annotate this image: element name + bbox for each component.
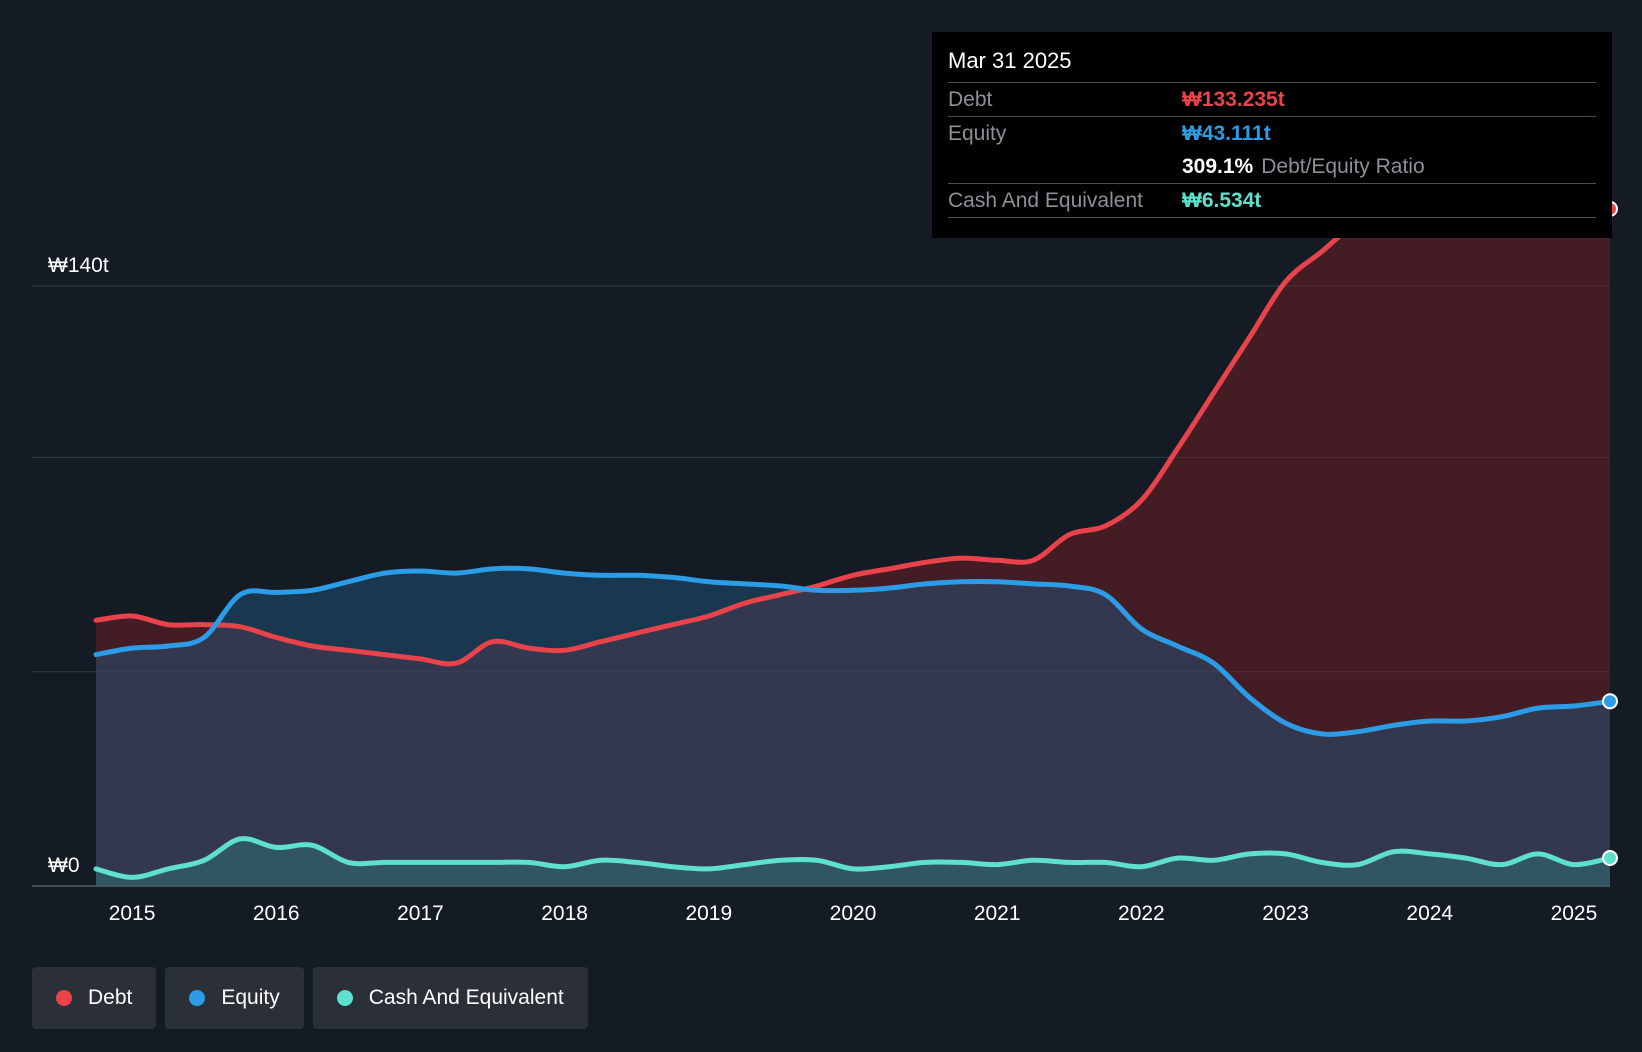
tooltip-debt-row: Debt ₩133.235t (948, 82, 1596, 116)
x-tick-label: 2024 (1406, 902, 1453, 925)
tooltip-cash-label: Cash And Equivalent (948, 188, 1143, 212)
legend-label-debt: Debt (88, 986, 133, 1009)
equity-end-marker[interactable] (1602, 693, 1618, 710)
tooltip-debt-label: Debt (948, 87, 993, 111)
x-tick-label: 2020 (830, 902, 877, 925)
legend-item-cash[interactable]: Cash And Equivalent (312, 967, 588, 1029)
tooltip-cash-value: ₩6.534t (1182, 188, 1262, 212)
tooltip-cash-row: Cash And Equivalent ₩6.534t (948, 183, 1596, 218)
data-tooltip: Mar 31 2025 Debt ₩133.235t Equity ₩43.11… (932, 32, 1612, 238)
legend-label-equity: Equity (221, 986, 280, 1009)
cash-and-equivalent-area (96, 838, 1610, 886)
tooltip-debt-value: ₩133.235t (1182, 87, 1285, 111)
cash-and-equivalent-line (93, 836, 1613, 880)
tooltip-ratio-value: 309.1% (1182, 154, 1254, 178)
x-tick-label: 2018 (541, 902, 588, 925)
y-tick-label: ₩0 (48, 854, 80, 877)
x-tick-label: 2023 (1262, 902, 1309, 925)
tooltip-equity-label: Equity (948, 121, 1007, 145)
tooltip-equity-row: Equity ₩43.111t (948, 116, 1596, 150)
tooltip-equity-value: ₩43.111t (1182, 121, 1271, 145)
legend-dot-cash (336, 990, 353, 1006)
legend-label-cash: Cash And Equivalent (368, 986, 564, 1009)
tooltip-ratio-label: Debt/Equity Ratio (1261, 154, 1425, 178)
tooltip-date: Mar 31 2025 (948, 48, 1072, 73)
x-tick-label: 2015 (109, 902, 156, 925)
legend-item-debt[interactable]: Debt (32, 967, 157, 1029)
x-tick-label: 2025 (1551, 902, 1598, 925)
y-axis-labels: ₩140t ₩0 (48, 254, 109, 877)
debt-area (96, 202, 1610, 887)
equity-area (96, 568, 1610, 886)
cash-and-equivalent-end-marker[interactable] (1602, 849, 1618, 866)
equity-line (93, 565, 1613, 737)
tooltip-ratio-row: 309.1% Debt/Equity Ratio (948, 150, 1596, 183)
chart-legend: Debt Equity Cash And Equivalent (32, 967, 588, 1029)
x-tick-label: 2021 (974, 902, 1021, 925)
y-tick-label: ₩140t (48, 254, 109, 277)
series-areas (96, 202, 1610, 887)
legend-dot-equity (189, 990, 206, 1006)
x-axis-labels: 2015 2016 2017 2018 2019 2020 2021 2022 2023 2024… (109, 902, 1598, 925)
x-tick-label: 2019 (685, 902, 732, 925)
x-tick-label: 2017 (397, 902, 444, 925)
x-tick-label: 2022 (1118, 902, 1165, 925)
legend-item-equity[interactable]: Equity (165, 967, 304, 1029)
legend-dot-debt (56, 990, 72, 1006)
x-tick-label: 2016 (253, 902, 300, 925)
